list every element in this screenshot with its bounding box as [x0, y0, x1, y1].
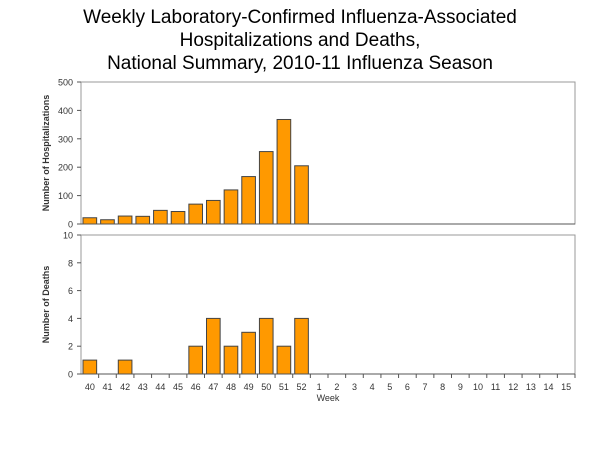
bar	[117, 359, 133, 375]
bar	[276, 118, 292, 225]
bar	[117, 215, 133, 225]
x-tick-label: 42	[120, 382, 130, 392]
title-line-1: Weekly Laboratory-Confirmed Influenza-As…	[83, 7, 517, 28]
y-tick-label: 0	[68, 220, 73, 230]
x-tick-label: 3	[352, 382, 357, 392]
x-tick-label: 51	[279, 382, 289, 392]
plot-area	[80, 234, 576, 375]
x-tick-label: 8	[440, 382, 445, 392]
x-tick-label: 15	[561, 382, 571, 392]
y-tick-label: 8	[68, 258, 73, 268]
x-tick-label: 2	[334, 382, 339, 392]
y-tick-label: 2	[68, 342, 73, 352]
x-tick-label: 47	[208, 382, 218, 392]
bar	[100, 219, 115, 225]
bar	[294, 317, 309, 375]
y-tick-label: 300	[58, 134, 73, 144]
plot-area	[80, 81, 576, 225]
x-tick-label: 44	[155, 382, 165, 392]
chart-title: Weekly Laboratory-Confirmed Influenza-As…	[0, 6, 600, 75]
y-tick-label: 400	[58, 106, 73, 116]
x-axis-label: Week	[317, 393, 340, 403]
title-line-3: National Summary, 2010-11 Influenza Seas…	[107, 53, 493, 74]
bar	[241, 331, 256, 375]
bar	[223, 345, 239, 375]
bar	[258, 317, 274, 375]
x-tick-label: 7	[423, 382, 428, 392]
y-axis-label: Number of Deaths	[41, 266, 51, 344]
y-tick-label: 0	[68, 370, 73, 380]
x-tick-label: 40	[85, 382, 95, 392]
bar	[153, 209, 168, 225]
bar	[82, 217, 98, 225]
x-tick-label: 46	[191, 382, 201, 392]
x-tick-label: 45	[173, 382, 183, 392]
bar	[170, 211, 186, 225]
bar	[188, 203, 204, 225]
y-tick-label: 500	[58, 78, 73, 88]
x-tick-label: 11	[491, 382, 500, 392]
bar	[82, 359, 98, 375]
y-tick-label: 100	[58, 191, 73, 201]
x-tick-label: 41	[102, 382, 112, 392]
bar	[206, 317, 221, 375]
x-tick-label: 49	[244, 382, 254, 392]
bar	[223, 189, 239, 225]
bar	[241, 176, 256, 225]
x-tick-label: 10	[473, 382, 483, 392]
bar	[276, 345, 292, 375]
x-tick-label: 43	[138, 382, 148, 392]
x-tick-label: 50	[261, 382, 271, 392]
y-tick-label: 4	[68, 314, 73, 324]
y-tick-label: 200	[58, 163, 73, 173]
y-tick-label: 10	[63, 231, 73, 241]
bar	[188, 345, 204, 375]
x-tick-label: 6	[405, 382, 410, 392]
bar	[294, 165, 309, 225]
x-tick-label: 13	[526, 382, 536, 392]
bar	[206, 199, 221, 225]
y-axis-label: Number of Hospitalizations	[41, 95, 51, 212]
x-tick-label: 9	[458, 382, 463, 392]
x-tick-label: 4	[370, 382, 375, 392]
bar	[135, 215, 151, 225]
x-tick-label: 12	[508, 382, 518, 392]
bar	[258, 151, 274, 225]
x-tick-label: 52	[297, 382, 307, 392]
title-line-2: Hospitalizations and Deaths,	[179, 30, 421, 51]
y-tick-label: 6	[68, 286, 73, 296]
x-tick-label: 1	[317, 382, 322, 392]
x-tick-label: 14	[544, 382, 554, 392]
x-tick-label: 48	[226, 382, 236, 392]
x-tick-label: 5	[387, 382, 392, 392]
